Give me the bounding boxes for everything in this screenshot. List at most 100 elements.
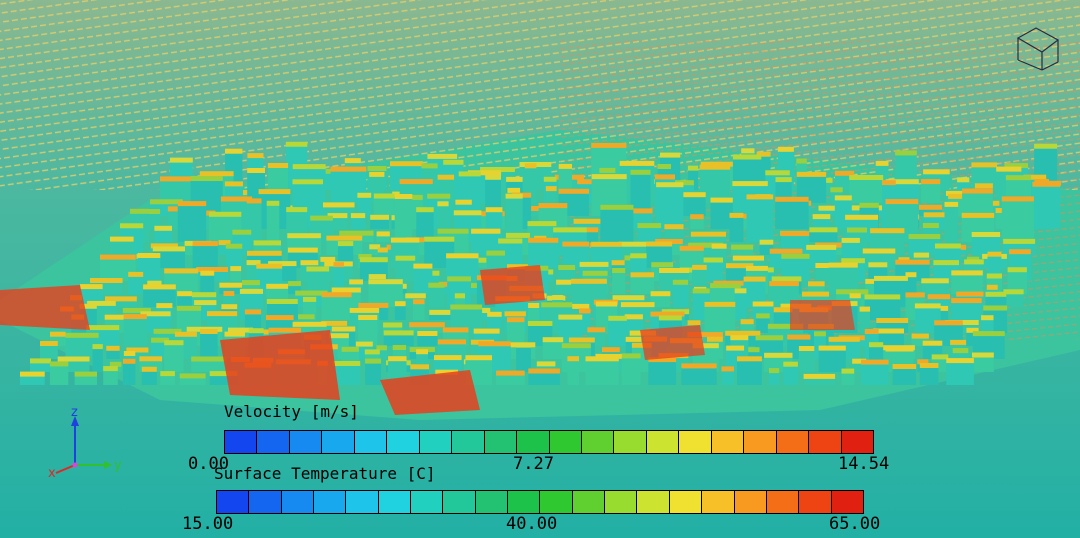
building-roof (731, 244, 754, 250)
building-wall (739, 217, 754, 229)
building-wall (152, 250, 185, 268)
building-wall (327, 217, 348, 229)
building-wall (177, 205, 207, 242)
building-roof (465, 355, 492, 361)
building-roof (972, 331, 1005, 337)
building-roof (828, 262, 858, 268)
building-roof (442, 327, 469, 333)
building-wall (218, 244, 231, 255)
building-roof (140, 311, 171, 317)
building-roof (630, 169, 651, 175)
building-roof (377, 247, 388, 253)
building-wall (434, 359, 462, 372)
building-roof (961, 212, 995, 218)
building-wall (852, 362, 867, 372)
building-roof (209, 211, 242, 217)
building-roof (424, 236, 455, 242)
building-roof (268, 261, 297, 267)
legend-color-swatch (314, 491, 347, 513)
building-roof (507, 264, 528, 270)
building-roof (190, 176, 223, 181)
building-roof (65, 332, 99, 338)
legend-color-swatch (549, 431, 582, 453)
building-wall (558, 269, 576, 281)
view-cube-icon[interactable] (1016, 27, 1060, 71)
building-roof (1003, 238, 1036, 244)
building-wall (921, 183, 941, 203)
building-wall (365, 362, 381, 385)
building-roof (834, 195, 852, 201)
building-roof (292, 164, 326, 170)
building-wall (672, 283, 689, 307)
building-roof (123, 314, 147, 320)
building-roof (453, 210, 482, 216)
building-roof (416, 207, 434, 213)
building-roof (506, 176, 523, 182)
building-roof (971, 162, 997, 168)
axis-triad-icon[interactable] (55, 416, 112, 474)
legend-color-swatch (354, 431, 388, 453)
building-roof (247, 153, 264, 159)
building-roof (429, 309, 452, 315)
building-wall (989, 204, 1000, 216)
building-roof (923, 212, 958, 218)
legend-color-swatch (249, 491, 282, 513)
legend-color-swatch (257, 431, 290, 453)
building-roof (876, 318, 909, 323)
building-wall (128, 275, 144, 294)
building-roof (637, 223, 662, 229)
building-roof (528, 368, 560, 374)
building-roof (585, 356, 619, 362)
building-wall (225, 247, 243, 268)
building-wall (687, 336, 723, 346)
building-roof (710, 197, 733, 203)
building-roof (558, 265, 576, 270)
legend-color-swatch (289, 431, 323, 453)
building-roof (699, 164, 731, 170)
building-roof (209, 371, 238, 377)
building-roof (266, 299, 298, 304)
building-roof (732, 154, 762, 160)
building-roof (646, 241, 673, 247)
building-roof (150, 199, 183, 205)
building-roof (780, 231, 810, 237)
building-wall (648, 361, 677, 385)
building-wall (921, 282, 949, 294)
building-roof (330, 166, 367, 172)
velocity-legend-title: Velocity [m/s] (224, 402, 359, 421)
building-roof (1007, 267, 1027, 273)
building-roof (128, 271, 144, 277)
velocity-max-label: 14.54 (838, 454, 890, 474)
building-roof (390, 237, 420, 243)
building-roof (674, 180, 694, 186)
building-roof (120, 223, 144, 229)
building-roof (935, 243, 961, 249)
building-roof (100, 254, 136, 260)
building-roof (740, 319, 754, 325)
building-wall (756, 317, 770, 333)
building-wall (710, 201, 733, 229)
building-roof (711, 243, 727, 249)
building-roof (704, 301, 736, 307)
building-roof (815, 263, 838, 268)
building-wall (528, 241, 559, 268)
building-roof (437, 228, 469, 234)
building-roof (868, 262, 888, 268)
building-roof (437, 201, 449, 207)
building-roof (303, 296, 317, 302)
building-wall (769, 372, 780, 385)
building-roof (376, 231, 390, 237)
building-roof (859, 202, 879, 208)
building-wall (505, 197, 523, 242)
building-roof (447, 276, 471, 282)
building-roof (562, 241, 589, 247)
building-roof (974, 183, 993, 189)
building-roof (160, 176, 193, 182)
building-wall (908, 238, 941, 255)
building-roof (364, 349, 380, 355)
building-wall (803, 377, 836, 385)
building-roof (368, 274, 386, 280)
building-roof (349, 307, 380, 313)
building-roof (194, 300, 217, 306)
